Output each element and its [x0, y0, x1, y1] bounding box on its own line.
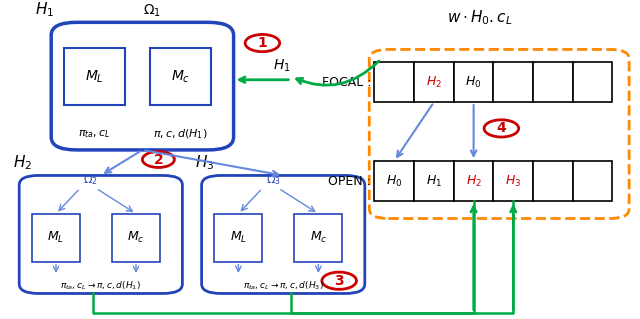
Text: $\Omega_3$: $\Omega_3$ — [266, 173, 280, 187]
Text: $H_1$: $H_1$ — [273, 57, 291, 74]
Text: FOCAL :: FOCAL : — [322, 76, 371, 89]
Bar — [493, 161, 533, 201]
Text: $\Omega_2$: $\Omega_2$ — [83, 173, 98, 187]
Bar — [214, 214, 262, 262]
FancyBboxPatch shape — [51, 22, 234, 150]
FancyBboxPatch shape — [19, 175, 182, 293]
Bar — [32, 214, 80, 262]
Text: $H_0$: $H_0$ — [386, 174, 403, 189]
Text: 4: 4 — [497, 122, 506, 135]
Text: $H_1$: $H_1$ — [426, 174, 442, 189]
Text: $M_c$: $M_c$ — [171, 68, 191, 85]
Text: $M_L$: $M_L$ — [230, 230, 247, 245]
Text: $w \cdot H_0 . c_L$: $w \cdot H_0 . c_L$ — [447, 8, 513, 27]
Text: $\pi, c, d(H_1)$: $\pi, c, d(H_1)$ — [154, 127, 208, 141]
Bar — [112, 214, 160, 262]
Bar — [414, 161, 454, 201]
Text: $H_2$: $H_2$ — [465, 174, 482, 189]
Bar — [573, 62, 612, 102]
Text: $M_c$: $M_c$ — [310, 230, 327, 245]
Text: 3: 3 — [334, 274, 344, 288]
Bar — [573, 161, 612, 201]
Bar — [533, 161, 573, 201]
Text: $H_3$: $H_3$ — [505, 174, 522, 189]
Text: $M_c$: $M_c$ — [127, 230, 145, 245]
Bar — [150, 48, 211, 105]
Text: 1: 1 — [257, 36, 268, 50]
Text: $H_2$: $H_2$ — [13, 153, 32, 172]
Bar — [374, 62, 414, 102]
Text: $M_L$: $M_L$ — [85, 68, 104, 85]
Bar — [493, 62, 533, 102]
Bar — [533, 62, 573, 102]
Text: $\pi_{ta}, c_L$: $\pi_{ta}, c_L$ — [78, 128, 111, 140]
Bar — [294, 214, 342, 262]
FancyBboxPatch shape — [202, 175, 365, 293]
Bar — [454, 62, 493, 102]
Text: $\pi_{ta}, c_L \rightarrow \pi, c, d(H_3)$: $\pi_{ta}, c_L \rightarrow \pi, c, d(H_3… — [243, 279, 324, 292]
Bar — [374, 161, 414, 201]
Bar — [454, 161, 493, 201]
Text: $\Omega_1$: $\Omega_1$ — [143, 3, 161, 19]
Text: $H_2$: $H_2$ — [426, 75, 442, 90]
Text: $H_0$: $H_0$ — [465, 75, 482, 90]
Bar — [414, 62, 454, 102]
Text: $H_1$: $H_1$ — [35, 0, 54, 19]
Bar — [64, 48, 125, 105]
Text: $H_3$: $H_3$ — [195, 153, 214, 172]
Text: OPEN :: OPEN : — [328, 174, 371, 188]
Text: $\pi_{ta}, c_L \rightarrow \pi, c, d(H_1)$: $\pi_{ta}, c_L \rightarrow \pi, c, d(H_1… — [60, 279, 141, 292]
Text: $M_L$: $M_L$ — [47, 230, 65, 245]
Text: 2: 2 — [154, 152, 163, 167]
